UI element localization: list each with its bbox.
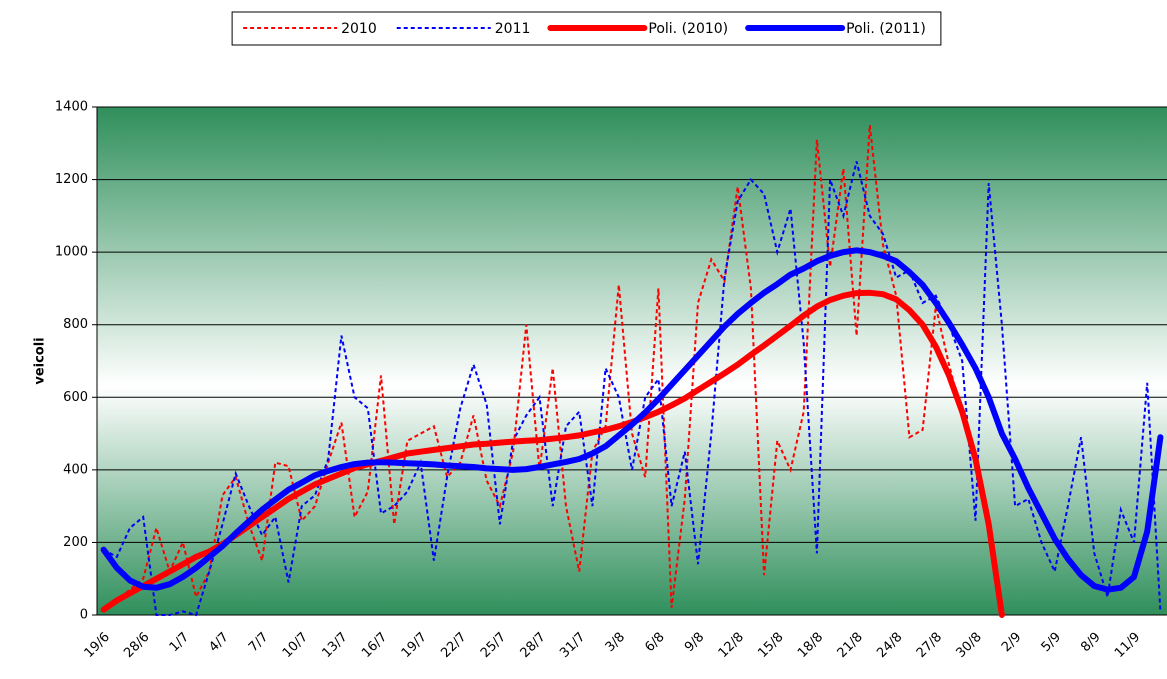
x-tick-label: 16/7 [359, 630, 390, 661]
y-tick-label: 0 [80, 608, 88, 623]
series-line [100, 247, 1164, 593]
series-line [100, 289, 1005, 618]
x-tick-label: 8/9 [1078, 630, 1103, 655]
x-tick-label: 28/6 [121, 630, 152, 661]
legend-label: 2010 [341, 21, 377, 37]
x-tick-label: 21/8 [835, 630, 866, 661]
x-tick-label: 1/7 [167, 630, 192, 655]
x-tick-label: 7/7 [246, 630, 271, 655]
series-line [103, 124, 990, 611]
x-tick-label: 12/8 [716, 630, 747, 661]
x-tick-label: 19/7 [399, 630, 430, 661]
x-tick-label: 22/7 [438, 630, 469, 661]
x-tick-label: 6/8 [642, 630, 667, 655]
y-tick-label: 1000 [55, 245, 88, 260]
x-tick-label: 9/8 [682, 630, 707, 655]
x-tick-label: 27/8 [914, 630, 945, 661]
legend-label: Poli. (2010) [648, 21, 728, 37]
y-tick-label: 200 [63, 535, 88, 550]
y-tick-label: 800 [63, 317, 88, 332]
y-axis-title: veicoli [33, 337, 48, 384]
x-tick-label: 11/9 [1112, 630, 1143, 661]
plot-area [97, 107, 1167, 615]
x-tick-label: 5/9 [1039, 630, 1064, 655]
x-tick-label: 4/7 [206, 630, 231, 655]
series-line [103, 161, 1162, 617]
y-tick-label: 600 [63, 390, 88, 405]
x-tick-label: 10/7 [280, 630, 311, 661]
x-tick-label: 25/7 [478, 630, 509, 661]
x-tick-label: 3/8 [603, 630, 628, 655]
legend-label: 2011 [495, 21, 531, 37]
legend-label: Poli. (2011) [846, 21, 926, 37]
y-tick-label: 1200 [55, 172, 88, 187]
x-tick-label: 13/7 [319, 630, 350, 661]
x-tick-label: 18/8 [795, 630, 826, 661]
x-tick-label: 30/8 [954, 630, 985, 661]
x-tick-label: 19/6 [82, 630, 113, 661]
x-tick-label: 31/7 [557, 630, 588, 661]
x-tick-label: 2/9 [999, 630, 1024, 655]
x-tick-label: 24/8 [874, 630, 905, 661]
x-tick-label: 15/8 [755, 630, 786, 661]
y-tick-label: 1400 [55, 100, 88, 115]
y-tick-label: 400 [63, 462, 88, 477]
x-tick-label: 28/7 [518, 630, 549, 661]
